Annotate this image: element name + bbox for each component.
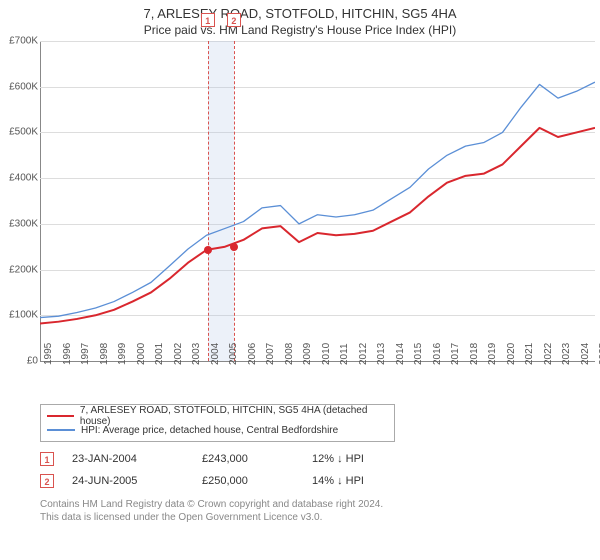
- event-marker-top: 2: [227, 13, 241, 27]
- event-diff: 14% ↓ HPI: [312, 475, 432, 487]
- x-tick-label: 2004: [210, 343, 221, 365]
- x-tick-label: 2016: [432, 343, 443, 365]
- x-tick-label: 1999: [117, 343, 128, 365]
- x-tick-label: 2013: [376, 343, 387, 365]
- x-tick-label: 2018: [469, 343, 480, 365]
- x-tick-label: 2006: [247, 343, 258, 365]
- footer-line: Contains HM Land Registry data © Crown c…: [40, 498, 383, 511]
- plot-area: 12: [40, 41, 595, 361]
- event-row: 2 24-JUN-2005£250,00014% ↓ HPI: [40, 470, 432, 492]
- legend-label: HPI: Average price, detached house, Cent…: [81, 425, 338, 436]
- x-tick-label: 2014: [395, 343, 406, 365]
- x-tick-label: 2000: [136, 343, 147, 365]
- y-tick-label: £700K: [9, 36, 38, 47]
- x-tick-label: 2010: [321, 343, 332, 365]
- event-diff: 12% ↓ HPI: [312, 453, 432, 465]
- x-tick-label: 2024: [580, 343, 591, 365]
- series-line-hpi: [40, 82, 595, 317]
- event-date: 23-JAN-2004: [72, 453, 202, 465]
- chart-area: 12 £0£100K£200K£300K£400K£500K£600K£700K…: [40, 41, 600, 391]
- x-tick-label: 2023: [561, 343, 572, 365]
- x-tick-label: 2001: [154, 343, 165, 365]
- legend-swatch: [47, 429, 75, 431]
- series-point: [230, 243, 238, 251]
- series-point: [204, 246, 212, 254]
- event-marker-icon: 1: [40, 452, 54, 466]
- footer-line: This data is licensed under the Open Gov…: [40, 511, 383, 524]
- series-svg: [40, 41, 595, 361]
- x-tick-label: 1995: [43, 343, 54, 365]
- x-tick-label: 2017: [450, 343, 461, 365]
- x-tick-label: 2007: [265, 343, 276, 365]
- chart-subtitle: Price paid vs. HM Land Registry's House …: [0, 21, 600, 41]
- x-tick-label: 2011: [339, 343, 350, 365]
- legend-item: HPI: Average price, detached house, Cent…: [47, 423, 388, 437]
- event-marker-icon: 2: [40, 474, 54, 488]
- event-row: 1 23-JAN-2004£243,00012% ↓ HPI: [40, 448, 432, 470]
- x-tick-label: 2002: [173, 343, 184, 365]
- event-price: £243,000: [202, 453, 312, 465]
- y-tick-label: £0: [27, 356, 38, 367]
- x-tick-label: 2009: [302, 343, 313, 365]
- y-tick-label: £100K: [9, 310, 38, 321]
- x-tick-label: 2021: [524, 343, 535, 365]
- x-tick-label: 2015: [413, 343, 424, 365]
- x-tick-label: 2020: [506, 343, 517, 365]
- y-tick-label: £300K: [9, 218, 38, 229]
- x-tick-label: 2005: [228, 343, 239, 365]
- event-price: £250,000: [202, 475, 312, 487]
- x-tick-label: 2003: [191, 343, 202, 365]
- event-marker-top: 1: [201, 13, 215, 27]
- y-tick-label: £400K: [9, 173, 38, 184]
- x-tick-label: 1998: [99, 343, 110, 365]
- y-tick-label: £500K: [9, 127, 38, 138]
- x-tick-label: 1997: [80, 343, 91, 365]
- event-table: 1 23-JAN-2004£243,00012% ↓ HPI 2 24-JUN-200…: [40, 448, 432, 492]
- footer-attribution: Contains HM Land Registry data © Crown c…: [40, 498, 383, 524]
- legend-item: 7, ARLESEY ROAD, STOTFOLD, HITCHIN, SG5 …: [47, 409, 388, 423]
- x-tick-label: 2008: [284, 343, 295, 365]
- y-tick-label: £600K: [9, 81, 38, 92]
- legend-swatch: [47, 415, 74, 417]
- x-tick-label: 1996: [62, 343, 73, 365]
- legend: 7, ARLESEY ROAD, STOTFOLD, HITCHIN, SG5 …: [40, 404, 395, 442]
- x-tick-label: 2012: [358, 343, 369, 365]
- series-line-price_paid: [40, 128, 595, 324]
- event-date: 24-JUN-2005: [72, 475, 202, 487]
- x-tick-label: 2019: [487, 343, 498, 365]
- chart-title: 7, ARLESEY ROAD, STOTFOLD, HITCHIN, SG5 …: [0, 0, 600, 21]
- y-tick-label: £200K: [9, 264, 38, 275]
- x-tick-label: 2022: [543, 343, 554, 365]
